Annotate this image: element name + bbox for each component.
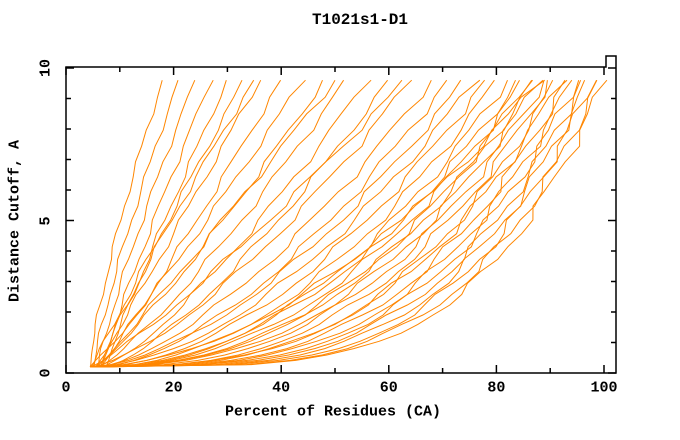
model-curve: [90, 79, 533, 368]
model-curve: [96, 79, 520, 368]
model-curve: [98, 80, 545, 368]
model-curve: [105, 80, 508, 368]
model-curve: [95, 79, 336, 368]
y-tick-label: 0: [37, 368, 55, 378]
model-curve: [105, 79, 554, 368]
model-curve: [100, 79, 282, 368]
x-tick-label: 40: [272, 379, 291, 397]
model-curve: [96, 79, 432, 368]
model-curve: [100, 79, 448, 368]
model-curve: [102, 79, 598, 368]
model-curve: [93, 80, 323, 368]
x-tick-label: 0: [61, 379, 71, 397]
model-curve: [90, 79, 462, 368]
x-tick-label: 100: [590, 379, 618, 397]
model-curve: [97, 79, 196, 367]
model-curve: [90, 80, 580, 368]
model-curve: [98, 79, 485, 368]
model-curve: [91, 79, 413, 368]
chart-title: T1021s1-D1: [311, 11, 409, 29]
y-tick-label: 10: [37, 58, 55, 78]
model-curve: [93, 80, 179, 367]
model-curve: [89, 80, 163, 368]
model-curve: [93, 79, 481, 368]
model-curve: [98, 80, 586, 368]
model-curve: [102, 80, 548, 368]
model-curve: [96, 79, 566, 368]
model-curve: [93, 79, 544, 368]
model-curves: [89, 79, 608, 368]
x-tick-label: 80: [487, 379, 506, 397]
model-curve: [102, 79, 372, 368]
model-curve: [100, 79, 573, 368]
axis-ticks: [65, 67, 616, 374]
model-curve: [93, 79, 545, 368]
model-curve: [105, 79, 388, 368]
y-tick-label: 5: [37, 215, 55, 226]
model-curve: [89, 79, 306, 368]
y-axis-label: Distance Cutoff, A: [6, 139, 24, 303]
model-curve: [105, 80, 227, 368]
x-tick-label: 60: [379, 379, 398, 397]
model-curve: [105, 79, 597, 368]
model-curve: [91, 79, 608, 368]
x-tick-label: 20: [164, 379, 183, 397]
model-curve: [102, 79, 495, 368]
model-curve: [91, 79, 243, 368]
model-curve: [90, 79, 403, 368]
model-curve: [91, 79, 568, 368]
model-curve: [99, 79, 255, 368]
model-curve: [91, 79, 516, 368]
model-curve: [98, 79, 345, 368]
model-curve: [93, 80, 582, 368]
x-axis-label: Percent of Residues (CA): [224, 403, 442, 421]
